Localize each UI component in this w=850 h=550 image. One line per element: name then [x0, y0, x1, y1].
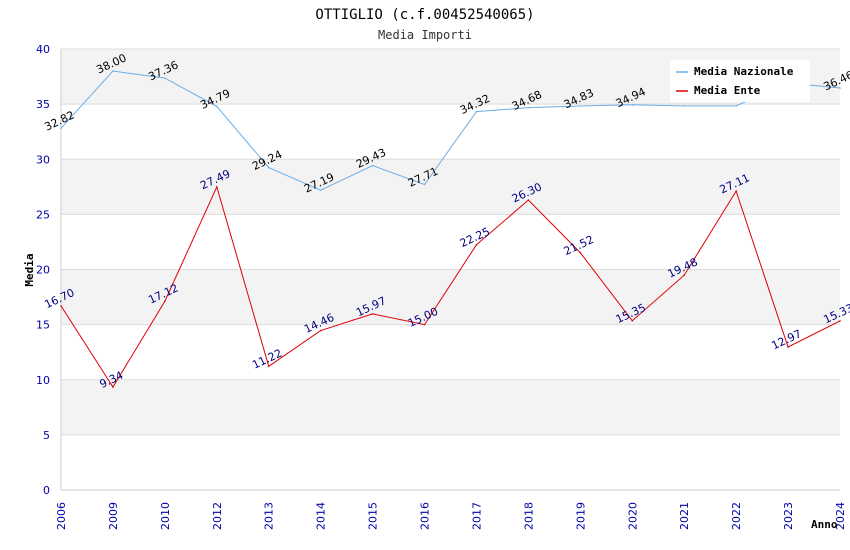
data-point: [112, 386, 114, 388]
y-tick-label: 20: [36, 264, 50, 277]
plot-band: [61, 379, 840, 435]
chart-title: OTTIGLIO (c.f.00452540065): [315, 7, 534, 23]
plot-band: [61, 324, 840, 380]
data-point: [631, 319, 634, 322]
plot-band: [61, 159, 840, 215]
x-tick-label: 2024: [834, 502, 847, 530]
data-point: [164, 77, 166, 79]
data-point: [423, 323, 426, 326]
x-tick-label: 2018: [522, 502, 535, 530]
y-tick-label: 0: [43, 484, 50, 497]
data-point: [60, 305, 62, 307]
x-tick-label: 2017: [470, 502, 483, 530]
y-tick-label: 25: [36, 208, 50, 221]
data-point: [216, 186, 218, 188]
x-tick-label: 2021: [678, 502, 691, 530]
data-point: [735, 190, 737, 192]
data-point: [787, 346, 789, 348]
data-point: [60, 127, 62, 129]
x-tick-label: 2015: [367, 502, 380, 530]
data-point: [112, 70, 114, 72]
y-tick-label: 30: [36, 153, 50, 166]
y-tick-label: 35: [36, 98, 50, 111]
data-point: [267, 365, 270, 368]
plot-band: [61, 214, 840, 270]
x-axis-label: Anno: [811, 518, 838, 531]
x-tick-label: 2019: [574, 502, 587, 530]
x-tick-label: 2023: [782, 502, 795, 530]
data-point: [527, 106, 530, 109]
x-tick-label: 2022: [730, 502, 743, 530]
data-point: [527, 199, 530, 201]
x-tick-label: 2009: [107, 502, 120, 530]
data-point: [371, 164, 374, 167]
data-point: [839, 320, 841, 322]
y-axis-label: Media: [23, 253, 36, 286]
x-tick-label: 2020: [626, 502, 639, 530]
data-point: [164, 300, 166, 303]
data-point: [839, 87, 841, 89]
plot-band: [61, 269, 840, 325]
data-point: [735, 105, 737, 107]
plot-band: [61, 104, 840, 160]
series-line-ente: [60, 185, 841, 388]
y-tick-label: 15: [36, 319, 50, 332]
x-tick-label: 2010: [159, 502, 172, 530]
data-point: [371, 313, 374, 315]
x-tick-label: 2016: [419, 502, 432, 530]
y-tick-label: 40: [36, 43, 50, 56]
data-point: [475, 110, 478, 113]
legend: Media Nazionale Media Ente: [670, 60, 810, 102]
data-point: [579, 251, 582, 254]
y-tick-label: 5: [43, 429, 50, 442]
data-point: [319, 189, 322, 192]
data-point: [683, 105, 685, 107]
chart-subtitle: Media Importi: [378, 28, 472, 42]
x-tick-label: 2013: [263, 502, 276, 530]
data-point: [216, 105, 218, 108]
data-point: [631, 103, 634, 106]
x-tick-label: 2014: [315, 502, 328, 530]
data-point: [475, 243, 478, 246]
plot-band: [61, 434, 840, 490]
legend-label-nazionale: Media Nazionale: [694, 65, 794, 78]
legend-label-ente: Media Ente: [694, 84, 761, 97]
y-tick-label: 10: [36, 374, 50, 387]
x-tick-label: 2006: [55, 502, 68, 530]
data-point: [319, 329, 322, 332]
data-point: [683, 274, 685, 277]
x-tick-label: 2012: [211, 502, 224, 530]
data-point: [579, 105, 582, 107]
legend-box: [670, 60, 810, 102]
series-line-nazionale: [60, 70, 841, 191]
data-point: [423, 183, 426, 186]
data-point: [267, 166, 270, 169]
